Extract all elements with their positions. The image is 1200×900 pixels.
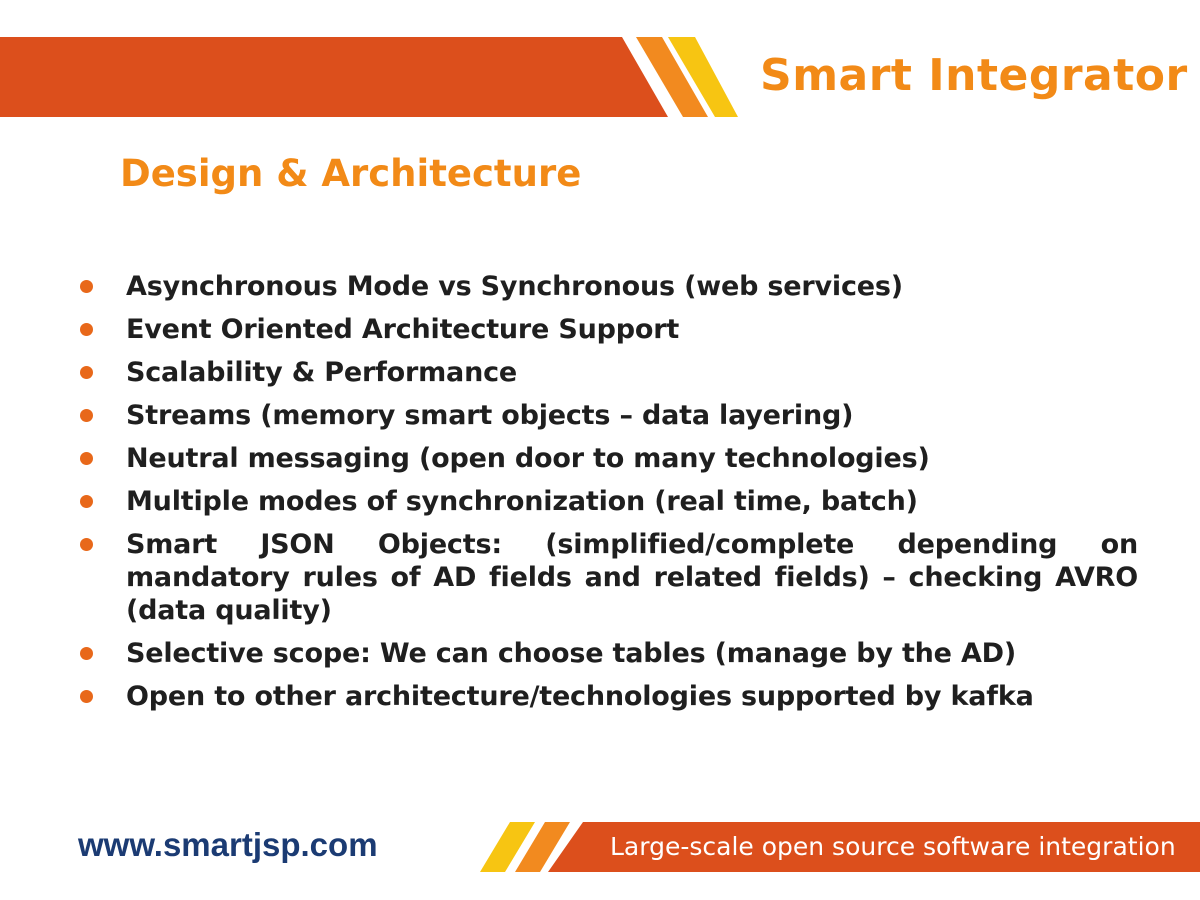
footer-bar (548, 822, 1200, 872)
bullet-item: Selective scope: We can choose tables (m… (78, 637, 1138, 670)
website-link[interactable]: www.smartjsp.com (78, 826, 378, 863)
footer-stripe-orange (515, 822, 570, 872)
bullet-item: Open to other architecture/technologies … (78, 680, 1138, 713)
bullet-item: Neutral messaging (open door to many tec… (78, 442, 1138, 475)
slide-title: Design & Architecture (120, 152, 582, 195)
bullet-item: Asynchronous Mode vs Synchronous (web se… (78, 270, 1138, 303)
footer-stripe-yellow (480, 822, 535, 872)
header-bar (0, 37, 668, 117)
bullet-item: Multiple modes of synchronization (real … (78, 485, 1138, 518)
bullet-item: Event Oriented Architecture Support (78, 313, 1138, 346)
footer-tagline: Large-scale open source software integra… (610, 832, 1176, 861)
bullet-item: Streams (memory smart objects – data lay… (78, 399, 1138, 432)
bullet-list: Asynchronous Mode vs Synchronous (web se… (78, 270, 1138, 723)
brand-title: Smart Integrator (760, 50, 1188, 101)
bullet-item: Smart JSON Objects: (simplified/complete… (78, 528, 1138, 627)
header-stripe-yellow (668, 37, 738, 117)
bullet-item: Scalability & Performance (78, 356, 1138, 389)
header-stripe-orange (636, 37, 708, 117)
